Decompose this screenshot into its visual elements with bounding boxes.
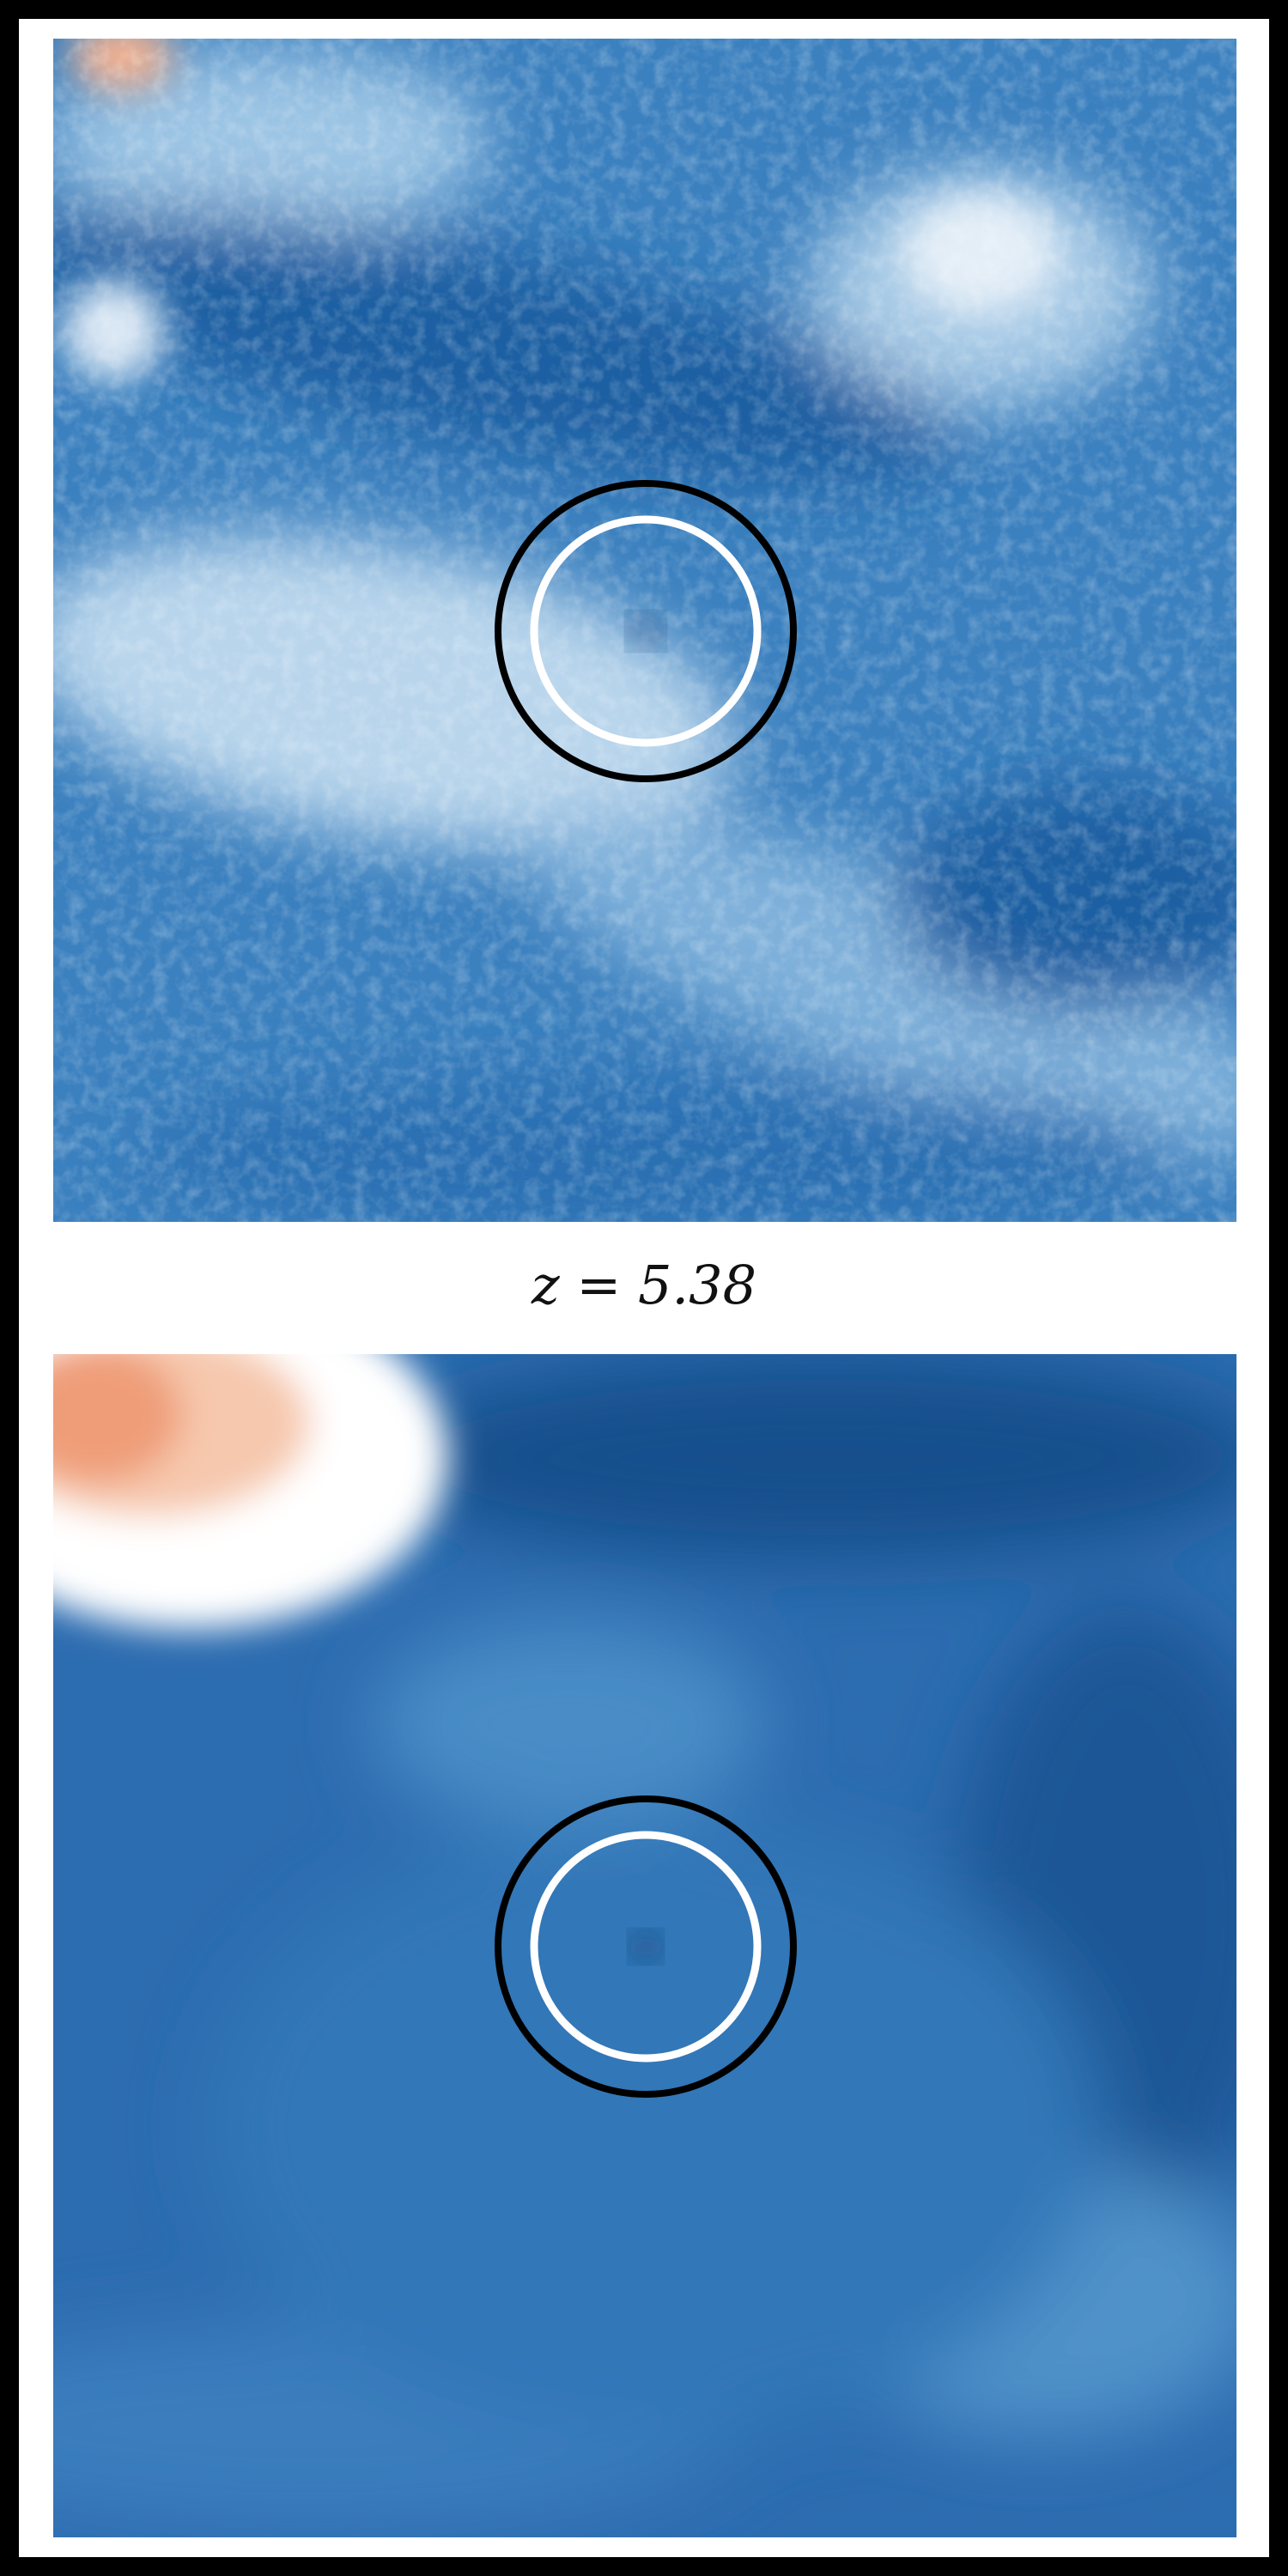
outer-ring-bottom: [495, 1795, 797, 2098]
top-field-image: [53, 39, 1236, 1222]
central-dark-spot: [630, 616, 661, 647]
inner-ring: [530, 515, 762, 747]
bottom-field-map: [53, 1354, 1236, 2537]
outer-ring: [495, 480, 797, 782]
central-dark-spot-bottom: [632, 1933, 659, 1960]
inner-ring-bottom: [530, 1831, 762, 2063]
redshift-caption: z = 5.38: [531, 1254, 757, 1316]
bottom-field-image: [53, 1354, 1236, 2537]
top-field-map: [53, 39, 1236, 1222]
